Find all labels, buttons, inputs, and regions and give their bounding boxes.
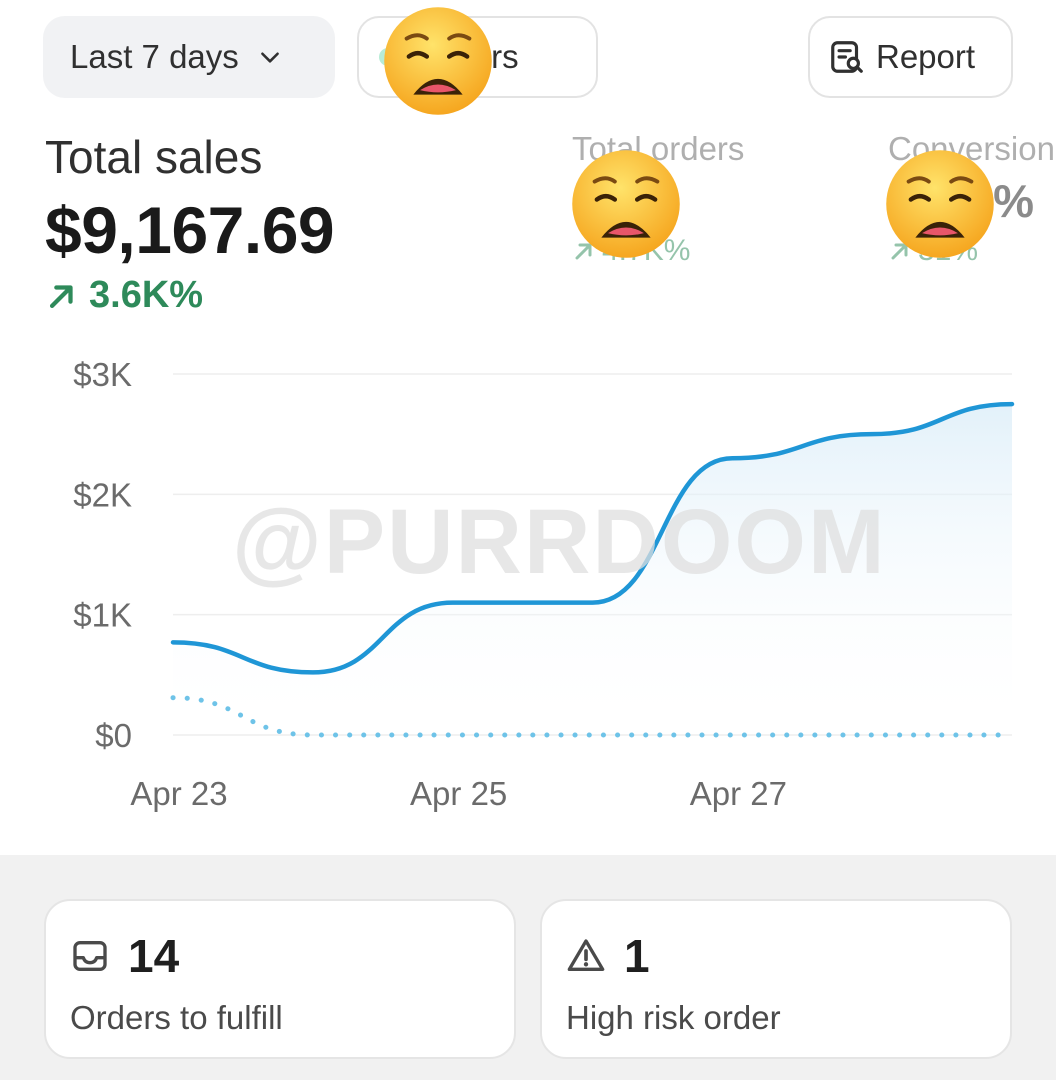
y-tick-label: $0 <box>95 717 132 754</box>
weary-face-emoji-icon <box>384 7 492 115</box>
high-risk-order-label: High risk order <box>566 999 781 1036</box>
tasks-panel: 14 Orders to fulfill 1 High risk order <box>0 855 1056 1080</box>
orders-to-fulfill-count: 14 <box>128 930 180 982</box>
warning-icon <box>567 939 605 971</box>
total-sales-change: 3.6K% <box>45 274 334 317</box>
y-tick-label: $2K <box>73 476 132 513</box>
report-label: Report <box>876 38 976 75</box>
series-area <box>173 404 1012 735</box>
total-sales-metric[interactable]: Total sales $9,167.69 3.6K% <box>45 130 335 317</box>
total-sales-title: Total sales <box>45 131 263 183</box>
report-icon <box>831 41 863 73</box>
watermark: @PURRDOOM <box>232 491 887 593</box>
x-tick-label: Apr 25 <box>410 775 507 812</box>
high-risk-order-card[interactable]: 1 High risk order <box>540 899 1012 1059</box>
y-tick-label: $3K <box>73 356 132 393</box>
date-range-label: Last 7 days <box>70 38 239 75</box>
weary-face-emoji-icon <box>886 150 994 258</box>
x-tick-label: Apr 27 <box>690 775 787 812</box>
sales-series-line <box>170 401 1015 675</box>
report-button[interactable]: Report <box>808 16 1013 98</box>
toolbar: Last 7 days Visitors Report <box>43 16 1013 98</box>
conversion-value: % <box>993 175 1034 227</box>
sales-chart: $3K $2K $1K $0 Apr 23 Apr 25 Apr 27 <box>0 340 1056 840</box>
total-sales-change-value: 3.6K% <box>89 274 204 316</box>
x-tick-label: Apr 23 <box>130 775 227 812</box>
chevron-down-icon <box>260 52 279 63</box>
total-sales-value: $9,167.69 <box>45 193 335 267</box>
arrow-up-right-icon <box>49 284 73 308</box>
comparison-series-line <box>170 695 1015 738</box>
sales-chart-svg: $3K $2K $1K $0 Apr 23 Apr 25 Apr 27 <box>73 356 1015 812</box>
arrow-up-right-icon <box>575 243 592 260</box>
weary-face-emoji-icon <box>572 150 680 258</box>
y-tick-label: $1K <box>73 597 132 634</box>
inbox-icon <box>73 941 107 971</box>
date-range-button[interactable]: Last 7 days <box>43 16 335 98</box>
orders-to-fulfill-card[interactable]: 14 Orders to fulfill <box>44 899 516 1059</box>
high-risk-order-count: 1 <box>624 930 650 982</box>
orders-to-fulfill-label: Orders to fulfill <box>70 999 283 1036</box>
